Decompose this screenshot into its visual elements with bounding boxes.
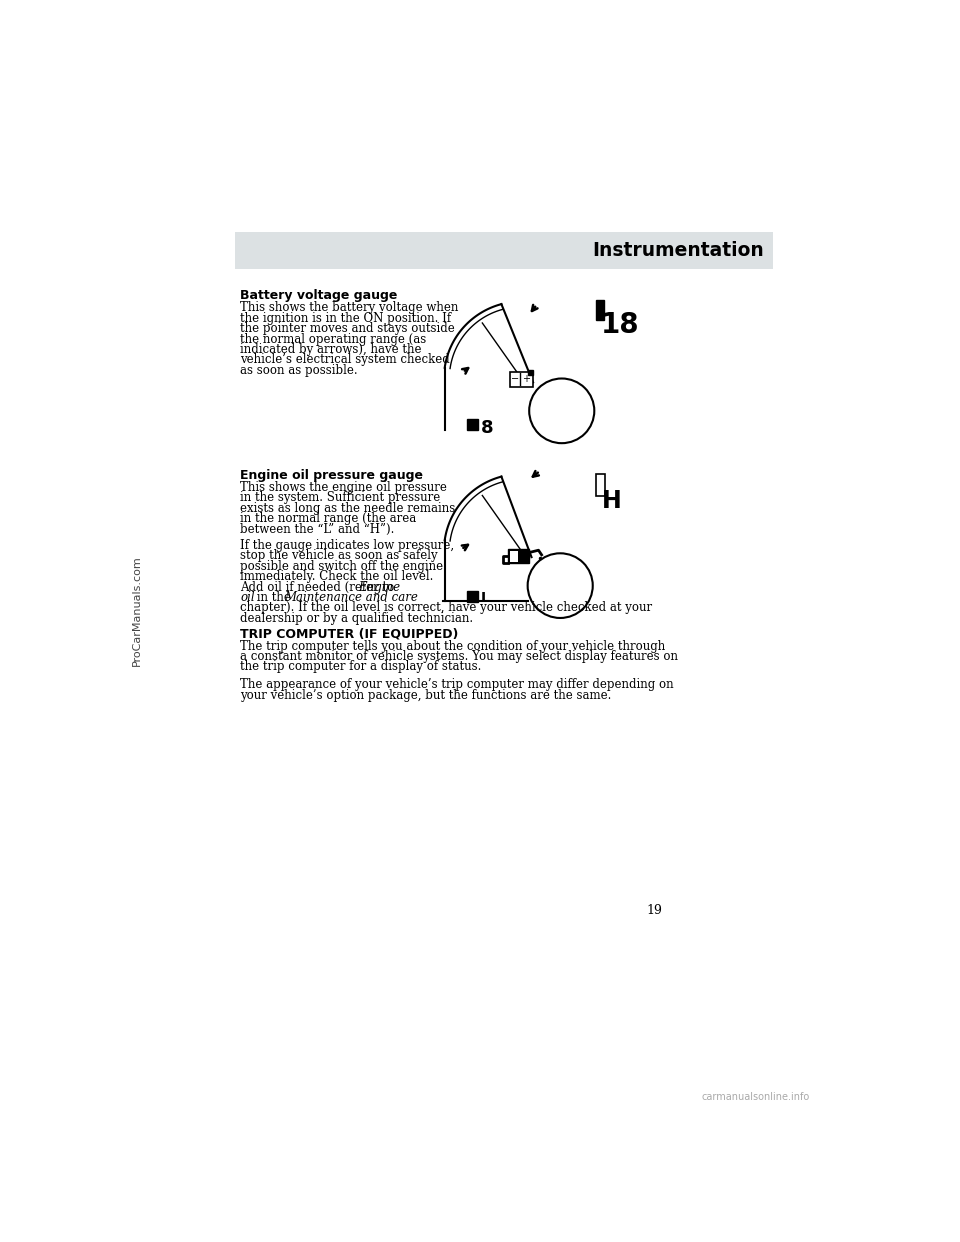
Text: Instrumentation: Instrumentation bbox=[592, 241, 764, 260]
Bar bbox=[596, 301, 604, 320]
Text: The appearance of your vehicle’s trip computer may differ depending on: The appearance of your vehicle’s trip co… bbox=[240, 678, 674, 692]
Text: vehicle’s electrical system checked: vehicle’s electrical system checked bbox=[240, 354, 450, 366]
Text: your vehicle’s option package, but the functions are the same.: your vehicle’s option package, but the f… bbox=[240, 689, 612, 702]
Text: the pointer moves and stays outside: the pointer moves and stays outside bbox=[240, 322, 455, 335]
Text: the trip computer for a display of status.: the trip computer for a display of statu… bbox=[240, 661, 482, 673]
Text: 8: 8 bbox=[481, 420, 493, 437]
Text: oil: oil bbox=[240, 591, 254, 604]
Bar bbox=[510, 551, 517, 561]
Text: If the gauge indicates low pressure,: If the gauge indicates low pressure, bbox=[240, 539, 454, 551]
Bar bbox=[508, 549, 529, 563]
Text: 19: 19 bbox=[647, 904, 662, 917]
Text: chapter). If the oil level is correct, have your vehicle checked at your: chapter). If the oil level is correct, h… bbox=[240, 601, 652, 615]
Bar bbox=[234, 232, 774, 270]
Text: dealership or by a qualified technician.: dealership or by a qualified technician. bbox=[240, 612, 473, 625]
Text: Engine: Engine bbox=[358, 580, 400, 594]
Bar bbox=[468, 420, 478, 430]
Text: exists as long as the needle remains: exists as long as the needle remains bbox=[240, 502, 455, 514]
Text: −: − bbox=[511, 374, 519, 384]
Bar bbox=[510, 371, 533, 388]
Text: Maintenance and care: Maintenance and care bbox=[284, 591, 419, 604]
Text: indicated by arrows), have the: indicated by arrows), have the bbox=[240, 343, 421, 356]
Bar bbox=[528, 370, 533, 375]
Text: The trip computer tells you about the condition of your vehicle through: The trip computer tells you about the co… bbox=[240, 640, 665, 652]
Text: Battery voltage gauge: Battery voltage gauge bbox=[240, 289, 397, 302]
Text: 18: 18 bbox=[601, 310, 639, 339]
Text: stop the vehicle as soon as safely: stop the vehicle as soon as safely bbox=[240, 549, 438, 563]
Text: possible and switch off the engine: possible and switch off the engine bbox=[240, 560, 444, 573]
Text: in the: in the bbox=[252, 591, 294, 604]
Text: immediately. Check the oil level.: immediately. Check the oil level. bbox=[240, 570, 434, 584]
Text: Add oil if needed (refer to: Add oil if needed (refer to bbox=[240, 580, 398, 594]
Text: H: H bbox=[602, 489, 622, 513]
Text: ProCarManuals.com: ProCarManuals.com bbox=[132, 555, 142, 667]
Text: the normal operating range (as: the normal operating range (as bbox=[240, 333, 426, 345]
Bar bbox=[596, 474, 605, 496]
Text: L: L bbox=[481, 591, 490, 605]
Text: in the system. Sufficient pressure: in the system. Sufficient pressure bbox=[240, 492, 441, 504]
Bar bbox=[468, 591, 478, 602]
Text: the ignition is in the ON position. If: the ignition is in the ON position. If bbox=[240, 312, 451, 325]
Text: in the normal range (the area: in the normal range (the area bbox=[240, 512, 417, 525]
Text: as soon as possible.: as soon as possible. bbox=[240, 364, 358, 376]
Text: TRIP COMPUTER (IF EQUIPPED): TRIP COMPUTER (IF EQUIPPED) bbox=[240, 627, 459, 640]
Text: +: + bbox=[522, 374, 530, 384]
Text: a constant monitor of vehicle systems. You may select display features on: a constant monitor of vehicle systems. Y… bbox=[240, 650, 678, 663]
Text: This shows the battery voltage when: This shows the battery voltage when bbox=[240, 302, 459, 314]
Text: This shows the engine oil pressure: This shows the engine oil pressure bbox=[240, 481, 447, 494]
Text: Engine oil pressure gauge: Engine oil pressure gauge bbox=[240, 468, 423, 482]
Text: between the “L” and “H”).: between the “L” and “H”). bbox=[240, 523, 395, 535]
Text: carmanualsonline.info: carmanualsonline.info bbox=[702, 1092, 809, 1103]
